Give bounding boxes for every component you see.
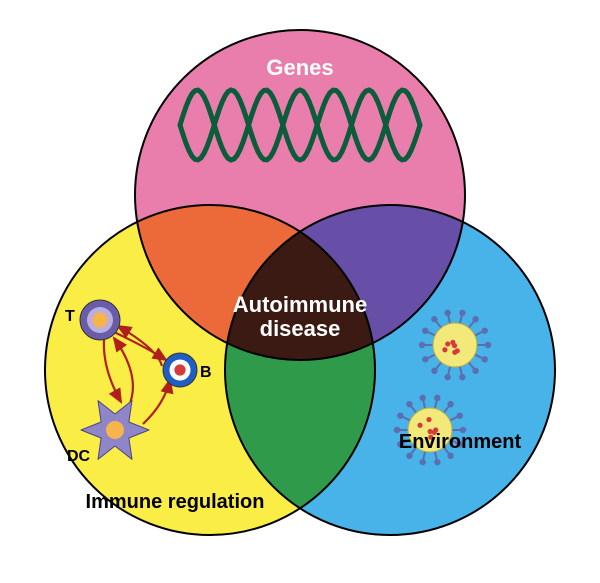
- venn-diagram: Genes Immune regulation Environment Auto…: [0, 0, 600, 583]
- venn-svg: [0, 0, 600, 583]
